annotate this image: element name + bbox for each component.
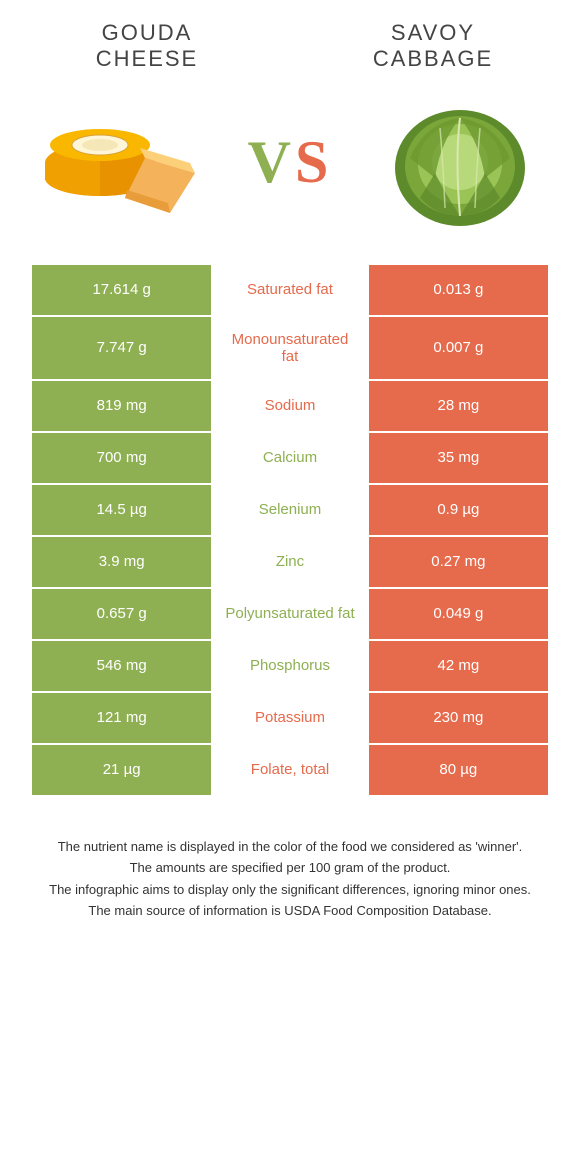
table-row: 17.614 gSaturated fat0.013 g (31, 264, 549, 316)
left-food-title: GOUDA CHEESE (30, 20, 264, 73)
left-value-cell: 819 mg (31, 380, 212, 432)
nutrient-label-cell: Zinc (212, 536, 367, 588)
right-value-cell: 0.9 µg (368, 484, 549, 536)
right-food-title: SAVOY CABBAGE (316, 20, 550, 73)
right-value-cell: 42 mg (368, 640, 549, 692)
left-title-line1: GOUDA (102, 20, 193, 45)
right-title-line2: CABBAGE (373, 46, 493, 71)
right-value-cell: 0.013 g (368, 264, 549, 316)
footnotes: The nutrient name is displayed in the co… (30, 837, 550, 921)
savoy-cabbage-image (370, 93, 550, 233)
nutrient-label-cell: Saturated fat (212, 264, 367, 316)
table-row: 819 mgSodium28 mg (31, 380, 549, 432)
versus-row: VS (30, 93, 550, 233)
table-row: 3.9 mgZinc0.27 mg (31, 536, 549, 588)
right-value-cell: 80 µg (368, 744, 549, 796)
table-row: 21 µgFolate, total80 µg (31, 744, 549, 796)
footnote-line: The main source of information is USDA F… (30, 901, 550, 921)
nutrient-label-cell: Potassium (212, 692, 367, 744)
vs-s: S (295, 129, 332, 195)
nutrient-label-cell: Selenium (212, 484, 367, 536)
table-row: 546 mgPhosphorus42 mg (31, 640, 549, 692)
right-value-cell: 35 mg (368, 432, 549, 484)
vs-label: VS (248, 128, 333, 197)
table-row: 7.747 gMonounsaturated fat0.007 g (31, 316, 549, 380)
gouda-cheese-image (30, 93, 210, 233)
left-value-cell: 14.5 µg (31, 484, 212, 536)
nutrient-label-cell: Polyunsaturated fat (212, 588, 367, 640)
left-value-cell: 3.9 mg (31, 536, 212, 588)
footnote-line: The amounts are specified per 100 gram o… (30, 858, 550, 878)
left-value-cell: 0.657 g (31, 588, 212, 640)
header-row: GOUDA CHEESE SAVOY CABBAGE (30, 20, 550, 73)
nutrient-label-cell: Folate, total (212, 744, 367, 796)
left-value-cell: 7.747 g (31, 316, 212, 380)
left-value-cell: 546 mg (31, 640, 212, 692)
vs-v: V (248, 129, 295, 195)
table-row: 0.657 gPolyunsaturated fat0.049 g (31, 588, 549, 640)
right-value-cell: 0.27 mg (368, 536, 549, 588)
nutrient-label-cell: Sodium (212, 380, 367, 432)
nutrient-label-cell: Calcium (212, 432, 367, 484)
table-row: 121 mgPotassium230 mg (31, 692, 549, 744)
nutrient-comparison-table: 17.614 gSaturated fat0.013 g7.747 gMonou… (30, 263, 550, 797)
right-value-cell: 28 mg (368, 380, 549, 432)
footnote-line: The infographic aims to display only the… (30, 880, 550, 900)
left-value-cell: 121 mg (31, 692, 212, 744)
right-value-cell: 230 mg (368, 692, 549, 744)
nutrient-label-cell: Phosphorus (212, 640, 367, 692)
right-title-line1: SAVOY (391, 20, 475, 45)
left-title-line2: CHEESE (96, 46, 198, 71)
right-value-cell: 0.007 g (368, 316, 549, 380)
right-value-cell: 0.049 g (368, 588, 549, 640)
left-value-cell: 21 µg (31, 744, 212, 796)
table-row: 700 mgCalcium35 mg (31, 432, 549, 484)
footnote-line: The nutrient name is displayed in the co… (30, 837, 550, 857)
left-value-cell: 700 mg (31, 432, 212, 484)
left-value-cell: 17.614 g (31, 264, 212, 316)
table-row: 14.5 µgSelenium0.9 µg (31, 484, 549, 536)
nutrient-label-cell: Monounsaturated fat (212, 316, 367, 380)
